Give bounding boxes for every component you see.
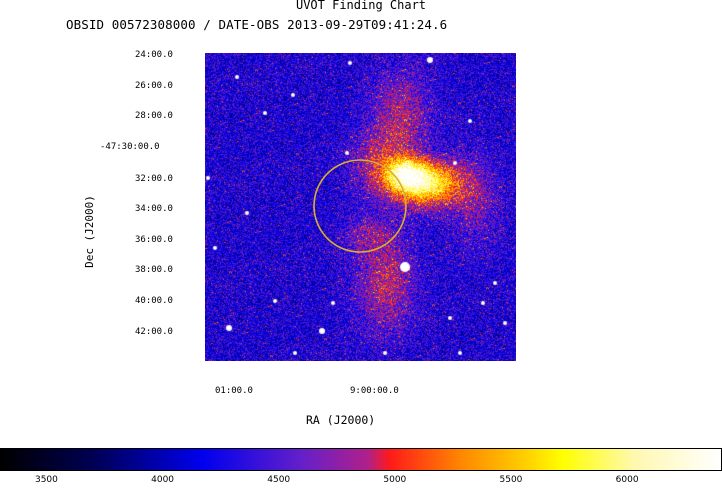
dec-tick-label: 42:00.0 (135, 327, 173, 337)
y-axis-label: Dec (J2000) (82, 195, 96, 268)
chart-subtitle: OBSID 00572308000 / DATE-OBS 2013-09-29T… (66, 17, 448, 32)
colorbar (0, 448, 722, 471)
dec-tick-label: 26:00.0 (135, 81, 173, 91)
x-axis-label: RA (J2000) (306, 413, 376, 427)
chart-title: UVOT Finding Chart (295, 0, 427, 12)
colorbar-tick-label: 5500 (499, 475, 523, 485)
colorbar-tick-label: 4000 (151, 475, 175, 485)
sky-image-canvas (205, 53, 516, 361)
dec-tick-label: 40:00.0 (135, 296, 173, 306)
colorbar-tick-label: 5000 (383, 475, 407, 485)
ra-tick-label: 9:00:00.0 (350, 386, 399, 396)
dec-tick-label: 38:00.0 (135, 265, 173, 275)
dec-tick-label: 28:00.0 (135, 111, 173, 121)
dec-tick-label: 24:00.0 (135, 50, 173, 60)
dec-tick-label: 32:00.0 (135, 174, 173, 184)
dec-tick-label: 34:00.0 (135, 204, 173, 214)
dec-tick-label: -47:30:00.0 (100, 142, 160, 152)
colorbar-tick-label: 4500 (267, 475, 291, 485)
ra-tick-label: 01:00.0 (215, 386, 253, 396)
colorbar-tick-label: 3500 (34, 475, 58, 485)
colorbar-tick-label: 6000 (615, 475, 639, 485)
sky-image (205, 53, 516, 361)
dec-tick-label: 36:00.0 (135, 235, 173, 245)
